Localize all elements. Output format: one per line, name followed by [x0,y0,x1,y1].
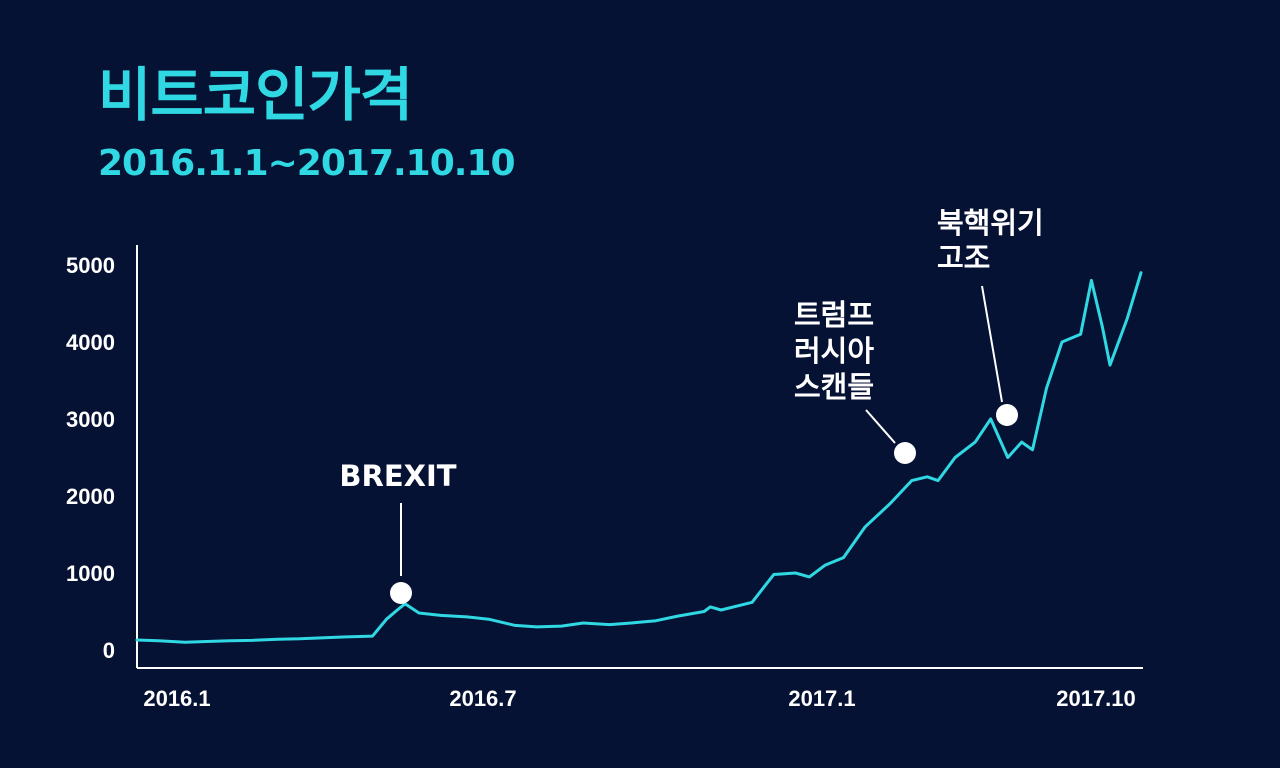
trump-annotation-label-line: 러시아 [794,334,874,368]
y-tick-label: 1000 [66,561,115,586]
price-series-line [135,271,1143,644]
trump-annotation-label-line: 트럼프 [794,298,874,332]
x-tick-label: 2016.1 [143,686,210,711]
y-tick-label: 0 [103,638,115,663]
y-tick-label: 5000 [66,253,115,278]
nk-annotation-marker [996,404,1018,426]
trump-annotation-marker [894,442,916,464]
trump-annotation-leader [865,409,896,444]
x-tick-label: 2017.1 [788,686,855,711]
y-tick-label: 4000 [66,330,115,355]
x-tick-label: 2017.10 [1056,686,1136,711]
chart-subtitle: 2016.1.1~2017.10.10 [98,143,516,184]
y-tick-label: 2000 [66,484,115,509]
nk-annotation-label-line: 북핵위기 [937,206,1044,240]
brexit-annotation-marker [390,582,412,604]
trump-annotation-label-line: 스캔들 [794,370,874,404]
y-tick-label: 3000 [66,407,115,432]
x-tick-label: 2016.7 [449,686,516,711]
chart-title: 비트코인가격 [98,61,413,129]
brexit-annotation-label: BREXIT [339,459,456,493]
nk-annotation-leader [981,285,1003,403]
nk-annotation-label-line: 고조 [937,241,990,275]
